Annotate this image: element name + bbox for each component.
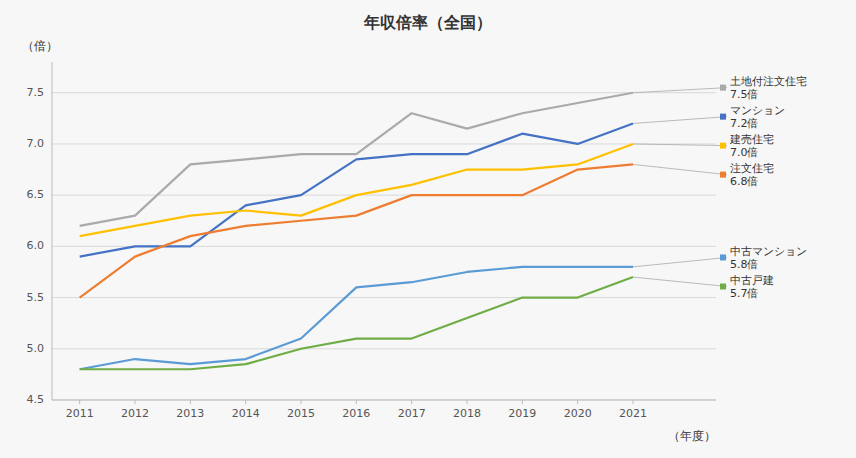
series-label-line: 7.0倍 [730, 146, 759, 159]
series-label-line: 6.8倍 [730, 175, 759, 188]
series-swatch [720, 85, 726, 91]
series-swatch [720, 172, 726, 178]
series-line [80, 144, 633, 236]
grid-line [52, 92, 716, 93]
x-tick [135, 400, 136, 404]
grid-line [52, 195, 716, 196]
series-swatch [720, 143, 726, 149]
grid-line [52, 400, 716, 401]
x-tick [245, 400, 246, 404]
y-tick-label: 5.0 [27, 342, 45, 355]
series-label: 土地付注文住宅7.5倍 [730, 75, 807, 101]
leader-line [633, 164, 727, 174]
series-label: 中古戸建5.7倍 [730, 274, 774, 300]
lines [80, 93, 633, 370]
x-tick [190, 400, 191, 404]
y-tick-label: 7.0 [27, 137, 45, 150]
x-tick-label: 2017 [398, 407, 426, 420]
x-tick-label: 2015 [287, 407, 315, 420]
x-tick [356, 400, 357, 404]
leader-line [633, 257, 727, 266]
y-tick-label: 5.5 [27, 291, 45, 304]
x-tick [79, 400, 80, 404]
series-swatch [720, 254, 726, 260]
x-tick-label: 2014 [232, 407, 260, 420]
x-tick [301, 400, 302, 404]
y-grid [52, 93, 716, 400]
y-tick-label: 6.0 [27, 239, 45, 252]
title: 年収倍率（全国） [363, 13, 492, 32]
series-swatch [720, 114, 726, 120]
y-tick-label: 7.5 [27, 86, 45, 99]
y-tick-label: 4.5 [27, 393, 45, 406]
series-swatch [720, 283, 726, 289]
chart: 4.5 5.0 5.5 6.0 6.5 7.0 7.5 2011 2012 2013 2014 201… [0, 0, 856, 458]
x-tick-label: 2013 [176, 407, 204, 420]
series-line [80, 164, 633, 297]
x-axis-line [52, 400, 716, 401]
background [0, 0, 856, 458]
series-label: 注文住宅6.8倍 [730, 162, 774, 188]
series-label-line: 注文住宅 [730, 162, 774, 175]
series-label-line: 5.8倍 [730, 258, 759, 271]
x-tick [633, 400, 634, 404]
leader-line [633, 277, 727, 286]
x-tick [522, 400, 523, 404]
series-label-line: 7.5倍 [730, 88, 759, 101]
x-tick-label: 2016 [342, 407, 370, 420]
leader-line [633, 117, 727, 124]
grid-line [52, 297, 716, 298]
grid-line [52, 143, 716, 144]
y-tick-label: 6.5 [27, 188, 45, 201]
series-label-line: 土地付注文住宅 [730, 75, 807, 88]
x-tick-label: 2021 [619, 407, 647, 420]
series-label-line: マンション [730, 104, 785, 117]
grid-line [52, 348, 716, 349]
series-line [80, 277, 633, 369]
series-label-line: 中古戸建 [730, 274, 774, 287]
leader-line [633, 88, 727, 93]
x-axis-label: （年度） [668, 429, 716, 443]
end-labels: 土地付注文住宅7.5倍マンション7.2倍建売住宅7.0倍注文住宅6.8倍中古マン… [633, 75, 807, 300]
series-label-line: 7.2倍 [730, 117, 759, 130]
series-label-line: 5.7倍 [730, 287, 759, 300]
series-label: 建売住宅7.0倍 [729, 133, 774, 159]
leader-line [633, 144, 727, 146]
x-tick-label: 2020 [564, 407, 592, 420]
series-label: 中古マンション5.8倍 [730, 245, 807, 271]
x-tick [577, 400, 578, 404]
series-label-line: 建売住宅 [729, 133, 774, 146]
x-tick-label: 2011 [66, 407, 94, 420]
x-tick [411, 400, 412, 404]
series-label-line: 中古マンション [730, 245, 807, 258]
x-tick [467, 400, 468, 404]
x-tick-label: 2019 [508, 407, 536, 420]
y-axis-line [52, 62, 53, 400]
series-line [80, 267, 633, 369]
x-tick-label: 2018 [453, 407, 481, 420]
x-tick-label: 2012 [121, 407, 149, 420]
series-line [80, 123, 633, 256]
y-axis-label: （倍） [22, 39, 58, 53]
series-label: マンション7.2倍 [730, 104, 785, 130]
